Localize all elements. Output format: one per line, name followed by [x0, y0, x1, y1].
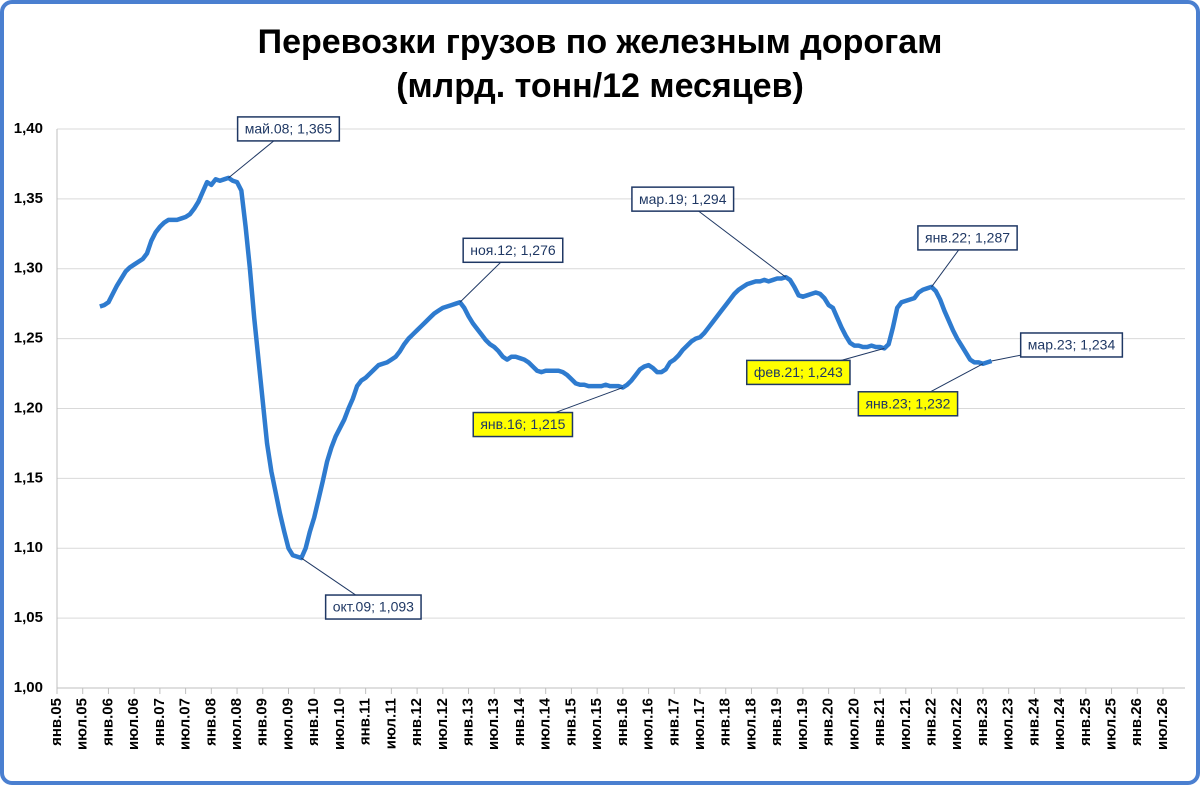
- x-tick-label: июл.26: [1154, 698, 1171, 750]
- x-tick-label: июл.13: [485, 698, 502, 750]
- value-label: янв.22; 1,287: [917, 225, 1018, 288]
- x-tick-label: июл.08: [228, 698, 245, 750]
- x-tick-label: янв.12: [408, 698, 425, 746]
- x-tick-label: янв.17: [665, 698, 682, 746]
- data-label: ноя.12; 1,276: [470, 242, 556, 258]
- label-box: [236, 116, 341, 142]
- x-tick-label: янв.08: [202, 698, 219, 746]
- x-tick-label: янв.06: [99, 698, 116, 746]
- x-tick-label: июл.24: [1051, 697, 1068, 750]
- x-tick-label: янв.26: [1128, 698, 1145, 746]
- data-label: окт.09; 1,093: [333, 599, 414, 615]
- x-tick-label: июл.23: [1000, 698, 1017, 750]
- y-tick-label: 1,20: [14, 399, 43, 416]
- x-tick-label: янв.24: [1025, 697, 1042, 746]
- y-tick-label: 1,10: [14, 539, 43, 556]
- x-tick-label: янв.16: [614, 698, 631, 746]
- x-tick-label: июл.09: [279, 698, 296, 750]
- value-label: янв.23; 1,232: [857, 363, 984, 417]
- x-tick-label: июл.25: [1103, 698, 1120, 750]
- x-tick-label: июл.16: [640, 698, 657, 750]
- data-label: янв.16; 1,215: [480, 416, 565, 432]
- data-label: янв.22; 1,287: [925, 230, 1010, 246]
- leader-line: [682, 198, 787, 278]
- y-tick-label: 1,40: [14, 120, 43, 137]
- label-box: [917, 225, 1018, 251]
- data-label: фев.21; 1,243: [754, 364, 843, 380]
- y-tick-label: 1,35: [14, 190, 43, 207]
- x-tick-label: янв.21: [871, 698, 888, 746]
- data-label: янв.23; 1,232: [865, 395, 950, 411]
- x-tick-label: янв.15: [562, 698, 579, 746]
- x-tick-label: июл.22: [948, 698, 965, 750]
- x-tick-label: янв.09: [254, 698, 271, 746]
- y-tick-label: 1,00: [14, 679, 43, 696]
- value-label: мар.23; 1,234: [991, 332, 1124, 362]
- x-tick-label: янв.10: [305, 698, 322, 746]
- x-tick-label: янв.11: [357, 698, 374, 745]
- label-box: [462, 237, 564, 264]
- x-tick-label: июл.18: [742, 698, 759, 750]
- x-tick-label: июл.12: [434, 698, 451, 750]
- x-tick-label: июл.21: [897, 698, 914, 750]
- x-tick-label: янв.05: [48, 698, 65, 746]
- value-label: май.08; 1,365: [228, 116, 341, 179]
- x-tick-label: июл.19: [794, 698, 811, 750]
- label-box: [745, 359, 851, 386]
- x-tick-label: июл.07: [177, 698, 194, 750]
- x-tick-label: янв.23: [974, 698, 991, 746]
- chart-subtitle: (млрд. тонн/12 месяцев): [396, 67, 804, 105]
- label-box: [631, 186, 735, 212]
- value-label: мар.19; 1,294: [631, 186, 787, 278]
- data-label: мар.23; 1,234: [1028, 337, 1116, 353]
- x-tick-label: янв.22: [922, 698, 939, 746]
- x-tick-label: янв.07: [151, 698, 168, 746]
- label-box: [324, 594, 422, 620]
- data-label: май.08; 1,365: [245, 121, 333, 137]
- x-tick-label: янв.25: [1077, 698, 1094, 746]
- label-box: [472, 411, 574, 438]
- x-tick-label: янв.18: [717, 698, 734, 746]
- x-tick-label: июл.20: [845, 698, 862, 750]
- label-box: [1019, 332, 1124, 358]
- x-tick-label: июл.05: [74, 698, 91, 750]
- value-label: фев.21; 1,243: [745, 347, 885, 386]
- data-label: мар.19; 1,294: [639, 191, 727, 207]
- x-tick-label: янв.20: [820, 698, 837, 746]
- x-tick-label: июл.14: [537, 697, 554, 750]
- value-label: окт.09; 1,093: [301, 557, 422, 620]
- y-tick-label: 1,30: [14, 260, 43, 277]
- x-tick-label: янв.13: [460, 698, 477, 746]
- value-label: янв.16; 1,215: [472, 387, 624, 438]
- y-tick-label: 1,25: [14, 330, 43, 347]
- x-tick-label: янв.19: [768, 698, 785, 746]
- chart-title: Перевозки грузов по железным дорогам: [258, 23, 943, 61]
- x-tick-label: июл.06: [125, 698, 142, 750]
- y-tick-label: 1,05: [14, 609, 43, 626]
- x-tick-label: июл.11: [382, 698, 399, 749]
- x-tick-label: янв.14: [511, 697, 528, 746]
- y-tick-label: 1,15: [14, 469, 43, 486]
- x-tick-label: июл.15: [588, 698, 605, 750]
- label-box: [857, 391, 959, 417]
- x-tick-label: июл.17: [691, 698, 708, 750]
- value-label: ноя.12; 1,276: [459, 237, 564, 303]
- x-tick-label: июл.10: [331, 698, 348, 750]
- data-line: [99, 175, 993, 561]
